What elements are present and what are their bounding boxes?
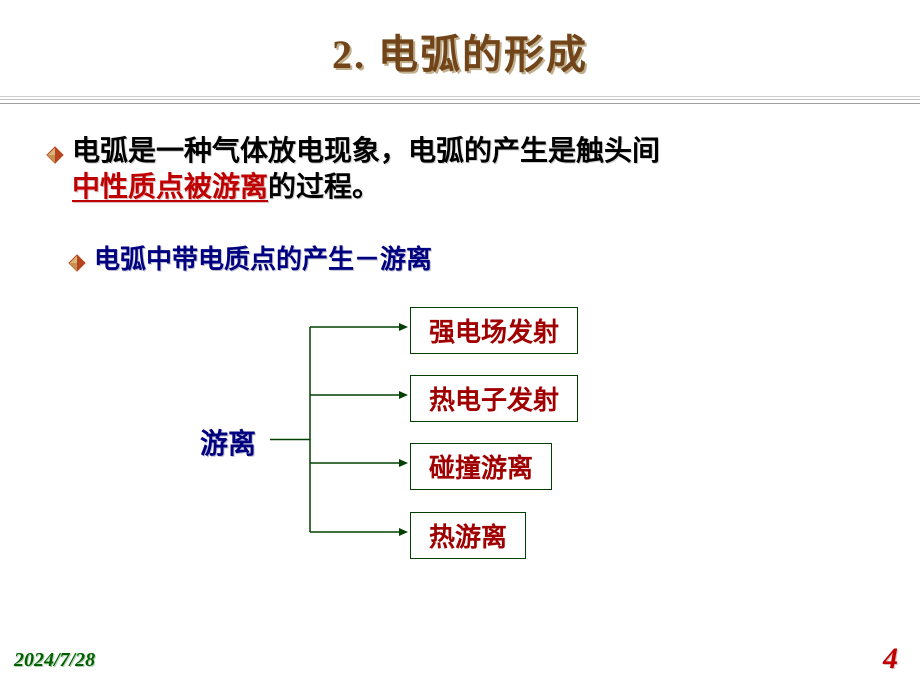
tree-diagram: 游离 强电场发射热电子发射碰撞游离热游离 <box>200 307 920 587</box>
rule-2 <box>0 99 920 100</box>
tree-leaf: 碰撞游离 <box>410 443 552 490</box>
paragraph-1-text: 电弧是一种气体放电现象，电弧的产生是触头间 中性质点被游离的过程。 <box>72 134 660 207</box>
title-rules <box>0 96 920 104</box>
p1-part2: 的过程。 <box>268 172 380 203</box>
title-text: 2. 电弧的形成 <box>332 32 588 77</box>
footer-page-number: 4 <box>883 642 898 676</box>
paragraph-2: 电弧中带电质点的产生－游离 <box>68 243 920 277</box>
tree-leaf: 热游离 <box>410 512 526 559</box>
rule-1 <box>0 96 920 97</box>
slide-title: 2. 电弧的形成 <box>0 0 920 92</box>
slide: 2. 电弧的形成 电弧是一种气体放电现象，电弧的产生是触头间 中性质点被游离的过… <box>0 0 920 690</box>
tree-leaf: 强电场发射 <box>410 307 578 354</box>
diamond-bullet-icon <box>46 138 64 174</box>
paragraph-1: 电弧是一种气体放电现象，电弧的产生是触头间 中性质点被游离的过程。 <box>46 134 890 207</box>
tree-root: 游离 <box>200 422 256 462</box>
p1-underlined: 中性质点被游离 <box>72 172 268 203</box>
footer-date: 2024/7/28 <box>14 649 95 672</box>
diamond-bullet-icon <box>68 247 86 281</box>
p1-part1: 电弧是一种气体放电现象，电弧的产生是触头间 <box>72 136 660 167</box>
rule-3 <box>0 103 920 104</box>
p2-text: 电弧中带电质点的产生－游离 <box>94 243 432 277</box>
tree-leaf: 热电子发射 <box>410 375 578 422</box>
